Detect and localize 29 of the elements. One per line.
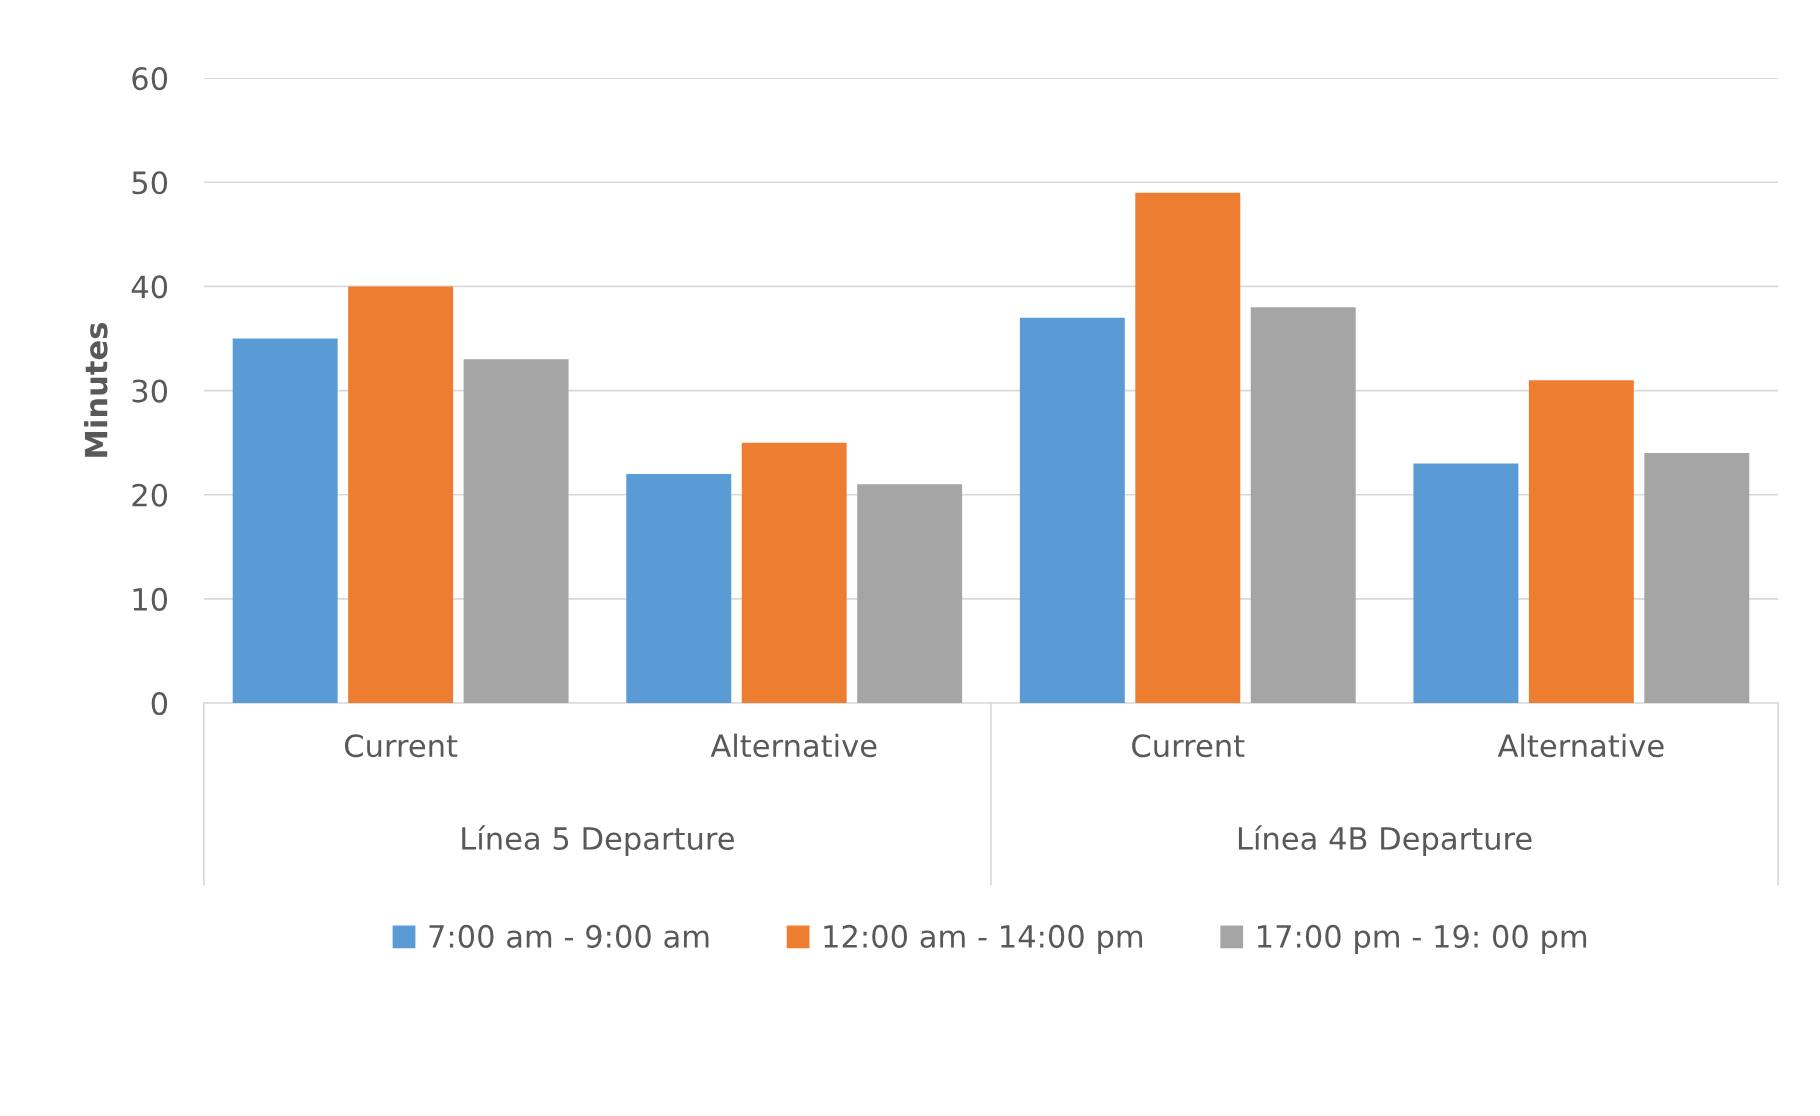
y-axis-title: Minutes xyxy=(84,323,108,457)
y-tick-label: 60 xyxy=(132,67,168,91)
legend-label: 7:00 am - 9:00 am xyxy=(429,924,709,948)
bar xyxy=(1135,192,1241,704)
bar xyxy=(626,473,732,704)
y-tick-label: 0 xyxy=(151,692,168,716)
x-tick-label: Current xyxy=(344,734,458,758)
bar xyxy=(1250,307,1356,704)
bar xyxy=(232,338,338,704)
y-tick-label: 40 xyxy=(131,275,168,299)
bar xyxy=(1019,317,1125,704)
x-tick-label: Current xyxy=(1132,734,1245,758)
text: Línea 4B Departure xyxy=(1238,825,1532,856)
y-tick-label: 50 xyxy=(132,171,168,195)
legend-label: 17:00 pm - 19: 00 pm xyxy=(1258,924,1587,954)
x-tick-label: Alternative xyxy=(710,733,877,758)
bar xyxy=(857,484,963,704)
bar xyxy=(1644,453,1750,704)
text: Línea 5 Departure xyxy=(462,825,734,856)
bar xyxy=(463,359,569,704)
y-tick-label: 20 xyxy=(132,483,168,507)
bar xyxy=(348,286,454,704)
y-tick-label: 10 xyxy=(133,587,168,611)
bar xyxy=(1528,380,1634,704)
y-tick-label: 30 xyxy=(132,379,168,403)
legend-label: 12:00 am - 14:00 pm xyxy=(824,924,1143,954)
x-tick-label: Alternative xyxy=(1497,733,1664,758)
bar xyxy=(1413,463,1519,704)
bar xyxy=(741,442,847,704)
